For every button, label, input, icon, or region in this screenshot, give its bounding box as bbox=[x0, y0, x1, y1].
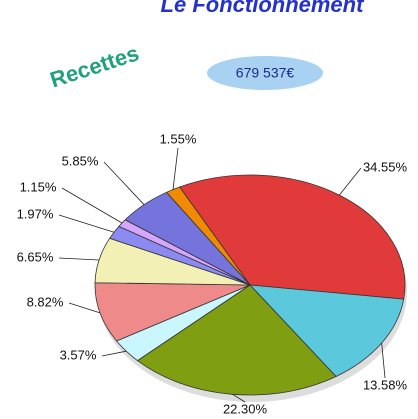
data-label: 8.82% bbox=[27, 294, 64, 309]
data-label: 34.55% bbox=[363, 159, 408, 174]
data-label: 1.97% bbox=[17, 206, 54, 221]
leader-line bbox=[101, 350, 127, 357]
leader-line bbox=[232, 393, 246, 403]
amount-badge bbox=[207, 56, 323, 90]
leader-line bbox=[58, 214, 115, 233]
data-label: 1.55% bbox=[160, 131, 197, 146]
pie-slice bbox=[94, 282, 251, 342]
data-label: 22.30% bbox=[223, 401, 268, 416]
leader-line bbox=[58, 257, 100, 261]
chart-title: Le Fonctionnement bbox=[161, 0, 366, 17]
pie-slice bbox=[248, 284, 405, 377]
leader-line bbox=[381, 342, 386, 379]
pie-slice bbox=[178, 174, 406, 300]
data-label: 5.85% bbox=[62, 153, 99, 168]
data-label: 3.57% bbox=[60, 347, 97, 362]
data-label: 1.15% bbox=[20, 179, 57, 194]
subtitle: Recettes bbox=[47, 40, 142, 92]
amount: 679 537€ bbox=[236, 65, 295, 81]
leader-line bbox=[339, 167, 362, 196]
data-label: 6.65% bbox=[17, 249, 54, 264]
pie-slice bbox=[136, 284, 337, 396]
leader-line bbox=[103, 161, 145, 205]
leader-line bbox=[68, 302, 101, 314]
data-label: 13.58% bbox=[363, 377, 408, 392]
leader-line bbox=[172, 147, 179, 190]
leader-line bbox=[61, 187, 123, 224]
